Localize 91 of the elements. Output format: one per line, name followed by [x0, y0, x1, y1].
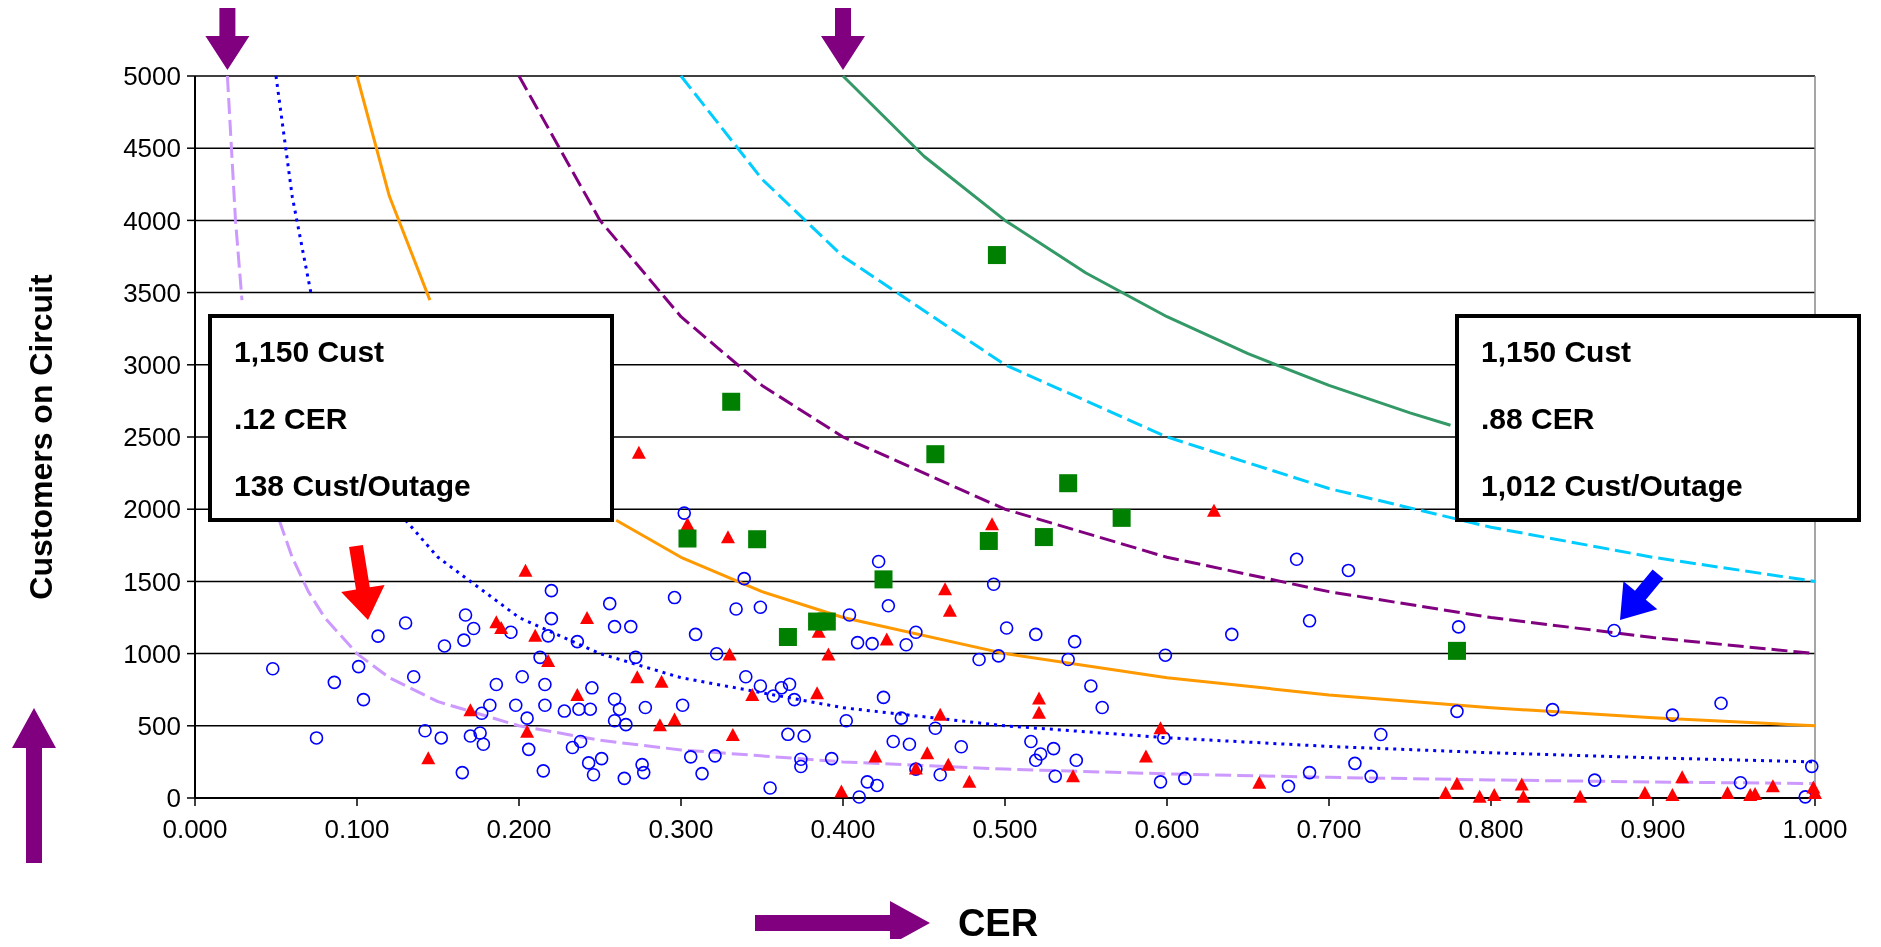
- y-tick-label: 0: [166, 783, 181, 814]
- x-tick-label: 0.800: [1458, 814, 1524, 844]
- point: [868, 749, 883, 763]
- x-tick-label: 0.500: [972, 814, 1038, 844]
- point: [541, 653, 556, 667]
- point: [834, 784, 849, 798]
- point: [1487, 787, 1502, 801]
- point: [1059, 474, 1078, 493]
- point: [1665, 787, 1680, 801]
- y-tick-label: 5000: [123, 61, 181, 92]
- point: [494, 621, 509, 635]
- point: [1252, 775, 1267, 789]
- y-axis-title: Customers on Circuit: [23, 273, 59, 600]
- x-axis-title: CER: [957, 902, 1039, 944]
- x-tick-label: 0.100: [324, 814, 390, 844]
- point: [528, 628, 543, 642]
- point: [720, 530, 735, 544]
- point: [979, 531, 998, 550]
- point: [941, 757, 956, 771]
- point: [874, 570, 893, 589]
- point: [1447, 641, 1466, 660]
- point: [933, 707, 948, 721]
- x-tick-label: 0.900: [1620, 814, 1686, 844]
- x-tick-label: 1.000: [1782, 814, 1848, 844]
- point: [1720, 786, 1735, 800]
- y-tick-label: 2000: [123, 494, 181, 525]
- point: [631, 445, 646, 459]
- point: [1032, 705, 1047, 719]
- point: [1138, 749, 1153, 763]
- point: [652, 718, 667, 732]
- point: [920, 746, 935, 760]
- line-series: [841, 74, 1452, 427]
- point: [879, 632, 894, 646]
- point: [1438, 786, 1453, 800]
- point: [942, 603, 957, 617]
- point: [678, 529, 697, 548]
- point: [722, 647, 737, 661]
- point: [520, 724, 535, 738]
- point: [817, 612, 836, 631]
- point: [630, 670, 645, 684]
- point: [722, 392, 741, 411]
- point: [926, 445, 945, 464]
- x-tick-label: 0.600: [1134, 814, 1200, 844]
- point: [821, 647, 836, 661]
- point: [463, 703, 478, 717]
- point: [778, 627, 797, 646]
- annotation: 1,150 Cust .88 CER 1,012 Cust/Outage: [1481, 335, 1743, 502]
- line-series: [679, 74, 1817, 583]
- y-tick-label: 1500: [123, 566, 181, 597]
- point: [654, 674, 669, 688]
- point: [667, 712, 682, 726]
- y-tick-label: 4500: [123, 133, 181, 164]
- y-tick-label: 3000: [123, 349, 181, 380]
- point: [962, 774, 977, 788]
- y-tick-label: 4000: [123, 205, 181, 236]
- point: [748, 530, 767, 549]
- y-tick-label: 3500: [123, 277, 181, 308]
- point: [1472, 789, 1487, 803]
- point: [985, 517, 1000, 531]
- x-tick-label: 0.700: [1296, 814, 1362, 844]
- point: [1112, 508, 1131, 527]
- x-tick-label: 0.000: [162, 814, 228, 844]
- point: [518, 563, 533, 577]
- y-tick-label: 500: [137, 710, 181, 741]
- point: [1034, 528, 1053, 547]
- point: [810, 686, 825, 700]
- y-tick-label: 2500: [123, 422, 181, 453]
- point: [1573, 789, 1588, 803]
- x-tick-label: 0.200: [486, 814, 552, 844]
- point: [1066, 769, 1081, 783]
- point: [1637, 786, 1652, 800]
- point: [1032, 691, 1047, 705]
- point: [938, 582, 953, 596]
- point: [725, 727, 740, 741]
- x-tick-label: 0.400: [810, 814, 876, 844]
- annotation: 1,150 Cust .12 CER 138 Cust/Outage: [234, 335, 471, 502]
- y-tick-label: 1000: [123, 638, 181, 669]
- point: [421, 751, 436, 765]
- point: [1516, 789, 1531, 803]
- x-tick-label: 0.300: [648, 814, 714, 844]
- point: [1514, 777, 1529, 791]
- point: [570, 687, 585, 701]
- point: [1449, 776, 1464, 790]
- point: [680, 517, 695, 531]
- point: [580, 610, 595, 624]
- point: [987, 246, 1006, 265]
- point: [1206, 503, 1221, 517]
- point: [1153, 721, 1168, 735]
- point: [1765, 779, 1780, 793]
- point: [1675, 770, 1690, 784]
- point: [745, 687, 760, 701]
